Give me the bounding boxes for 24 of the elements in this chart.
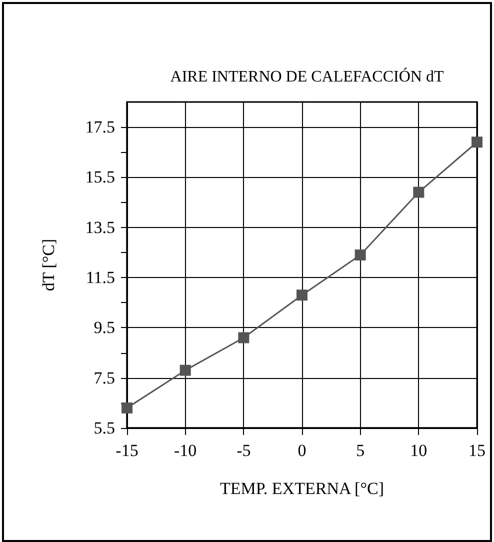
chart-title: AIRE INTERNO DE CALEFACCIÓN dT: [170, 68, 444, 86]
y-tick-label: 5.5: [94, 418, 115, 438]
x-tick-label: 0: [298, 441, 306, 460]
point: [472, 136, 482, 148]
point: [354, 249, 366, 260]
y-axis-title: dT [°C]: [39, 238, 58, 292]
y-tick-label: 15.5: [85, 168, 115, 187]
x-tick-label: 10: [410, 441, 428, 460]
y-tick-label: 7.5: [94, 368, 115, 388]
x-axis-title: TEMP. EXTERNA [°C]: [220, 479, 384, 498]
x-tick-label: -5: [236, 441, 251, 460]
x-tick-label: 15: [468, 441, 486, 460]
x-tick-label: 5: [356, 441, 365, 460]
point: [180, 364, 191, 376]
point: [413, 186, 424, 198]
y-tick-label: 13.5: [85, 218, 115, 237]
y-tick-label: 11.5: [86, 268, 115, 288]
point: [238, 332, 250, 344]
point: [296, 290, 308, 301]
x-tick-label: -10: [174, 441, 197, 460]
y-tick-label: 9.5: [94, 318, 115, 338]
y-tick-label: 17.5: [85, 118, 115, 137]
x-tick-label: -15: [116, 441, 138, 460]
point: [122, 402, 132, 414]
